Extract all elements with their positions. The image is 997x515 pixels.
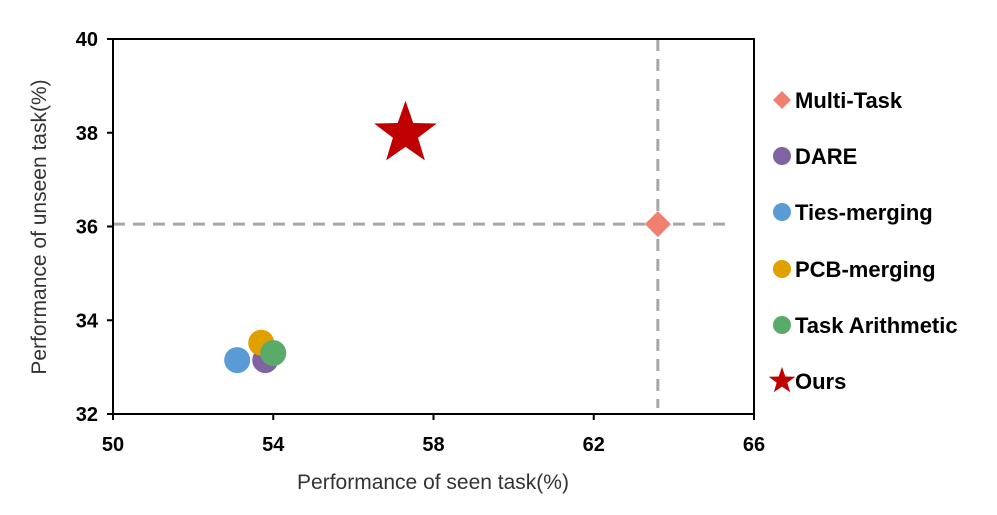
legend-label-pcb-merging: PCB-merging (795, 257, 936, 282)
data-point-ties-merging (224, 347, 251, 374)
legend-marker-task-arithmetic (773, 316, 791, 334)
y-tick-label: 32 (76, 404, 98, 426)
x-tick-label: 66 (743, 434, 765, 456)
x-tick-label: 58 (422, 434, 444, 456)
data-point-multi-task (644, 211, 671, 238)
x-axis-label: Performance of seen task(%) (297, 471, 569, 494)
x-tick-label: 50 (102, 434, 124, 456)
y-axis-label: Performance of unseen task(%) (28, 79, 51, 374)
y-tick-label: 38 (76, 123, 98, 145)
legend-label-ties-merging: Ties-merging (795, 200, 933, 225)
data-point-task-arithmetic (260, 340, 287, 367)
x-tick-label: 54 (262, 434, 285, 456)
legend-label-dare: DARE (795, 144, 857, 169)
legend-label-ours: Ours (795, 369, 846, 394)
y-tick-label: 40 (76, 29, 98, 51)
y-tick-label: 34 (76, 310, 99, 332)
legend-label-multi-task: Multi-Task (795, 88, 903, 113)
legend-marker-ties-merging (773, 203, 791, 221)
legend-marker-dare (773, 147, 791, 165)
plot-marks (113, 39, 727, 408)
x-tick-label: 62 (583, 434, 605, 456)
legend-marker-ours (768, 367, 796, 393)
legend-marker-multi-task (773, 91, 791, 109)
data-point-ours (374, 100, 437, 161)
axis-ticks: 50 54 58 62 66 32 34 36 38 40 (76, 29, 765, 456)
legend: Multi-Task DARE Ties-merging PCB-merging Tas… (768, 88, 958, 394)
legend-label-task-arithmetic: Task Arithmetic (795, 313, 958, 338)
y-tick-label: 36 (76, 217, 98, 239)
legend-marker-pcb-merging (773, 260, 791, 278)
